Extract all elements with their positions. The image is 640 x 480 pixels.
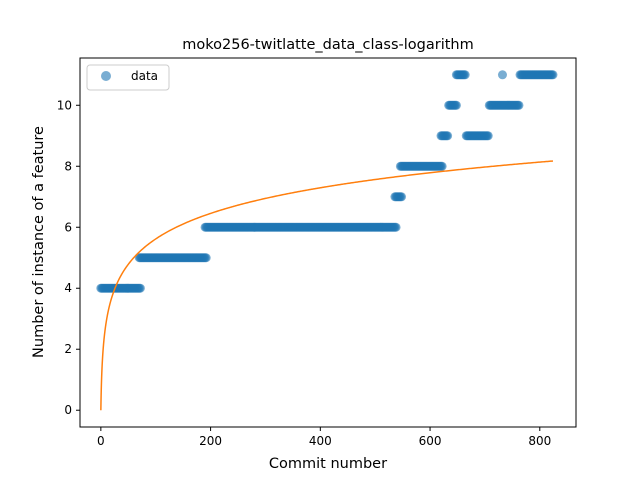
legend-marker-data [101, 71, 111, 81]
data-point [437, 161, 447, 171]
data-point [497, 70, 507, 80]
x-axis: 0 200 400 600 800 [97, 427, 551, 448]
plot-area [96, 70, 558, 411]
data-point [514, 100, 524, 110]
data-point [391, 222, 401, 232]
data-point [483, 131, 493, 141]
x-tick-label: 0 [97, 434, 105, 448]
data-point [548, 70, 558, 80]
y-axis: 0 2 4 6 8 10 [57, 98, 80, 417]
fit-line [100, 160, 554, 411]
y-tick-label: 0 [64, 403, 72, 417]
y-tick-label: 8 [64, 159, 72, 173]
data-point [460, 70, 470, 80]
x-tick-label: 200 [199, 434, 222, 448]
x-tick-label: 400 [309, 434, 332, 448]
data-point [443, 131, 453, 141]
x-tick-label: 600 [419, 434, 442, 448]
y-tick-label: 6 [64, 220, 72, 234]
y-tick-label: 10 [57, 98, 72, 112]
y-tick-label: 4 [64, 281, 72, 295]
y-tick-label: 2 [64, 342, 72, 356]
chart-title: moko256-twitlatte_data_class-logarithm [182, 37, 474, 53]
y-axis-label: Number of instance of a feature [31, 126, 47, 358]
x-axis-label: Commit number [269, 456, 387, 472]
data-point [135, 283, 145, 293]
legend: data [86, 64, 170, 91]
x-tick-label: 800 [528, 434, 551, 448]
axes-frame [79, 57, 577, 428]
data-point [397, 192, 407, 202]
data-point [201, 253, 211, 263]
legend-label-data: data [131, 69, 158, 83]
data-point [451, 100, 461, 110]
